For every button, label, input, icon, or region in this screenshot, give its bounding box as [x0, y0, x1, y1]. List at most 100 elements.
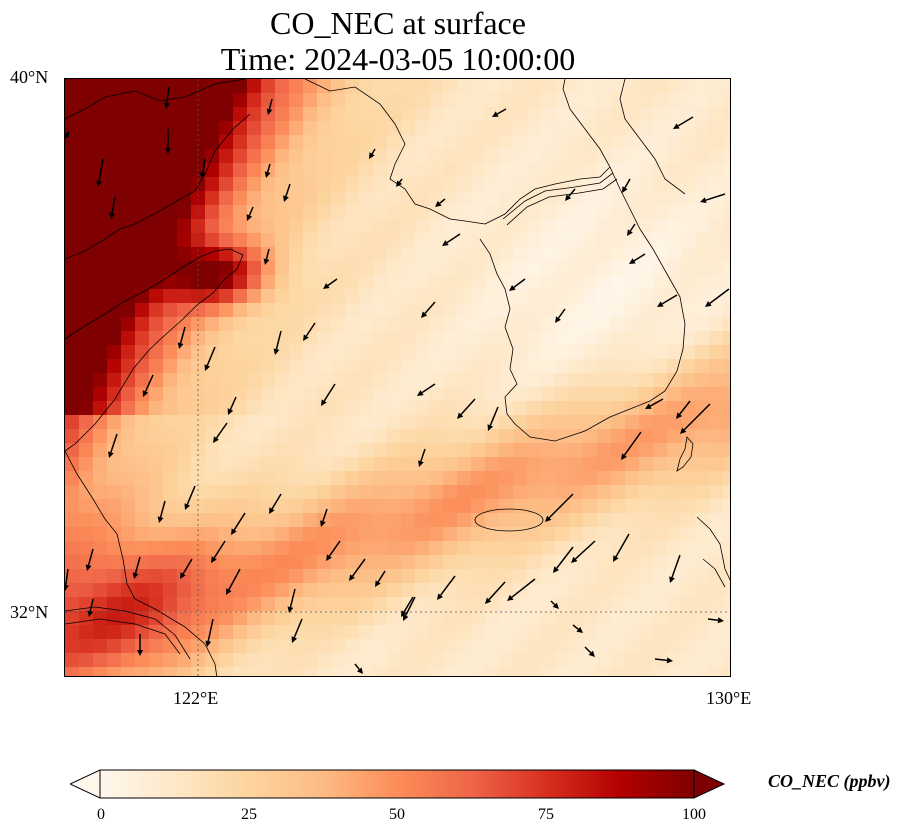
concentration-cell [163, 247, 178, 262]
concentration-cell [345, 373, 360, 388]
concentration-cell [443, 247, 458, 262]
concentration-cell [443, 653, 458, 668]
concentration-cell [541, 163, 556, 178]
concentration-cell [611, 135, 626, 150]
concentration-cell [387, 177, 402, 192]
concentration-cell [667, 667, 682, 676]
concentration-cell [107, 331, 122, 346]
concentration-cell [93, 317, 108, 332]
concentration-cell [107, 415, 122, 430]
wind-arrow-head [180, 572, 186, 579]
concentration-cell [65, 107, 80, 122]
concentration-cell [625, 191, 640, 206]
concentration-cell [611, 443, 626, 458]
concentration-cell [247, 639, 262, 654]
concentration-cell [583, 261, 598, 276]
concentration-cell [625, 275, 640, 290]
wind-arrow-shaft [202, 158, 206, 174]
concentration-cell [275, 569, 290, 584]
concentration-cell [471, 499, 486, 514]
concentration-cell [275, 219, 290, 234]
concentration-cell [625, 205, 640, 220]
concentration-cell [359, 583, 374, 598]
concentration-cell [107, 345, 122, 360]
concentration-cell [513, 247, 528, 262]
concentration-cell [107, 429, 122, 444]
concentration-cell [541, 583, 556, 598]
concentration-cell [485, 107, 500, 122]
concentration-cell [65, 583, 80, 598]
wind-arrow-head [85, 564, 92, 571]
concentration-cell [527, 443, 542, 458]
concentration-cell [541, 331, 556, 346]
concentration-cell [219, 499, 234, 514]
concentration-cell [443, 569, 458, 584]
concentration-cell [149, 583, 164, 598]
concentration-cell [709, 331, 724, 346]
concentration-cell [695, 219, 710, 234]
concentration-cell [625, 597, 640, 612]
concentration-cell [93, 625, 108, 640]
concentration-cell [401, 667, 416, 676]
concentration-cell [373, 121, 388, 136]
concentration-cell [583, 121, 598, 136]
concentration-cell [555, 443, 570, 458]
concentration-cell [415, 79, 430, 94]
concentration-cell [275, 625, 290, 640]
concentration-cell [653, 289, 668, 304]
concentration-cell [569, 107, 584, 122]
concentration-cell [723, 625, 730, 640]
concentration-cell [597, 569, 612, 584]
concentration-cell [387, 345, 402, 360]
concentration-cell [583, 443, 598, 458]
concentration-cell [625, 149, 640, 164]
concentration-cell [247, 429, 262, 444]
concentration-cell [177, 261, 192, 276]
concentration-cell [317, 247, 332, 262]
concentration-cell [387, 359, 402, 374]
wind-arrow-shaft [649, 398, 664, 407]
concentration-cell [457, 359, 472, 374]
concentration-cell [275, 247, 290, 262]
wind-arrow-head [435, 200, 442, 207]
concentration-cell [261, 527, 276, 542]
concentration-cell [191, 149, 206, 164]
concentration-cell [457, 457, 472, 472]
concentration-cell [555, 471, 570, 486]
concentration-cell [107, 233, 122, 248]
concentration-cell [359, 611, 374, 626]
concentration-cell [121, 611, 136, 626]
concentration-cell [415, 625, 430, 640]
concentration-cell [555, 275, 570, 290]
concentration-cell [345, 149, 360, 164]
concentration-cell [583, 471, 598, 486]
concentration-cell [163, 639, 178, 654]
concentration-cell [303, 583, 318, 598]
concentration-cell [653, 569, 668, 584]
concentration-cell [345, 625, 360, 640]
concentration-cell [429, 191, 444, 206]
concentration-cell [653, 499, 668, 514]
concentration-cell [317, 415, 332, 430]
concentration-cell [499, 345, 514, 360]
concentration-cell [639, 261, 654, 276]
concentration-cell [247, 555, 262, 570]
concentration-cell [93, 191, 108, 206]
concentration-cell [653, 401, 668, 416]
concentration-cell [471, 541, 486, 556]
wind-arrow-shaft [440, 575, 456, 596]
concentration-cell [93, 289, 108, 304]
concentration-cell [709, 359, 724, 374]
concentration-cell [289, 555, 304, 570]
concentration-cell [527, 247, 542, 262]
wind-arrow-shaft [89, 598, 94, 612]
concentration-cell [723, 163, 730, 178]
concentration-cell [443, 205, 458, 220]
concentration-cell [597, 275, 612, 290]
concentration-cell [149, 219, 164, 234]
concentration-cell [499, 597, 514, 612]
concentration-cell [667, 639, 682, 654]
concentration-cell [541, 289, 556, 304]
wind-arrow-head [401, 610, 407, 617]
concentration-cell [597, 345, 612, 360]
